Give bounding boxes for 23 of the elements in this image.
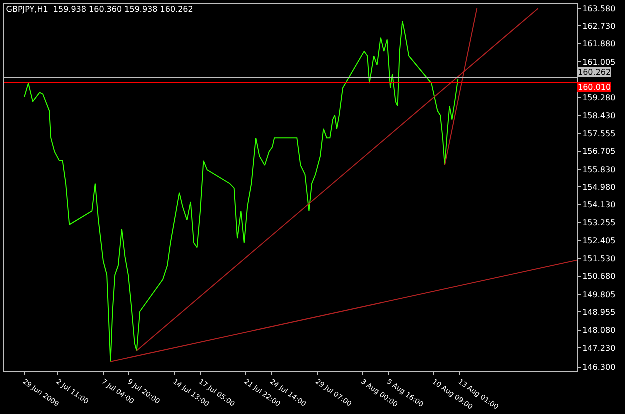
y-tick-label: 156.705 bbox=[582, 147, 616, 156]
ref-line-label: 160.010 bbox=[578, 83, 612, 92]
y-tick-label: 153.255 bbox=[582, 218, 616, 228]
y-tick-label: 148.955 bbox=[582, 308, 616, 317]
y-tick-label: 163.580 bbox=[582, 4, 616, 14]
y-tick-label: 146.300 bbox=[582, 363, 616, 372]
chart-title: GBPJPY,H1 159.938 160.360 159.938 160.262 bbox=[6, 4, 194, 14]
y-tick-label: 150.680 bbox=[582, 272, 616, 282]
y-tick-label: 155.830 bbox=[582, 165, 616, 174]
y-tick-label: 148.080 bbox=[582, 326, 616, 336]
y-tick-label: 158.430 bbox=[582, 111, 616, 120]
y-tick-label: 154.980 bbox=[582, 182, 616, 192]
y-tick-label: 161.880 bbox=[582, 40, 616, 49]
y-tick-label: 147.230 bbox=[582, 344, 616, 353]
y-tick-label: 151.530 bbox=[582, 254, 616, 264]
y-tick-label: 152.405 bbox=[582, 236, 616, 246]
ref-line-label: 160.262 bbox=[578, 68, 612, 77]
y-tick-label: 154.130 bbox=[582, 200, 616, 210]
y-tick-label: 149.805 bbox=[582, 290, 616, 300]
y-tick-label: 157.555 bbox=[582, 129, 616, 138]
y-tick-label: 161.005 bbox=[582, 58, 616, 67]
y-tick-label: 162.730 bbox=[582, 22, 616, 32]
y-tick-label: 159.280 bbox=[582, 94, 616, 103]
